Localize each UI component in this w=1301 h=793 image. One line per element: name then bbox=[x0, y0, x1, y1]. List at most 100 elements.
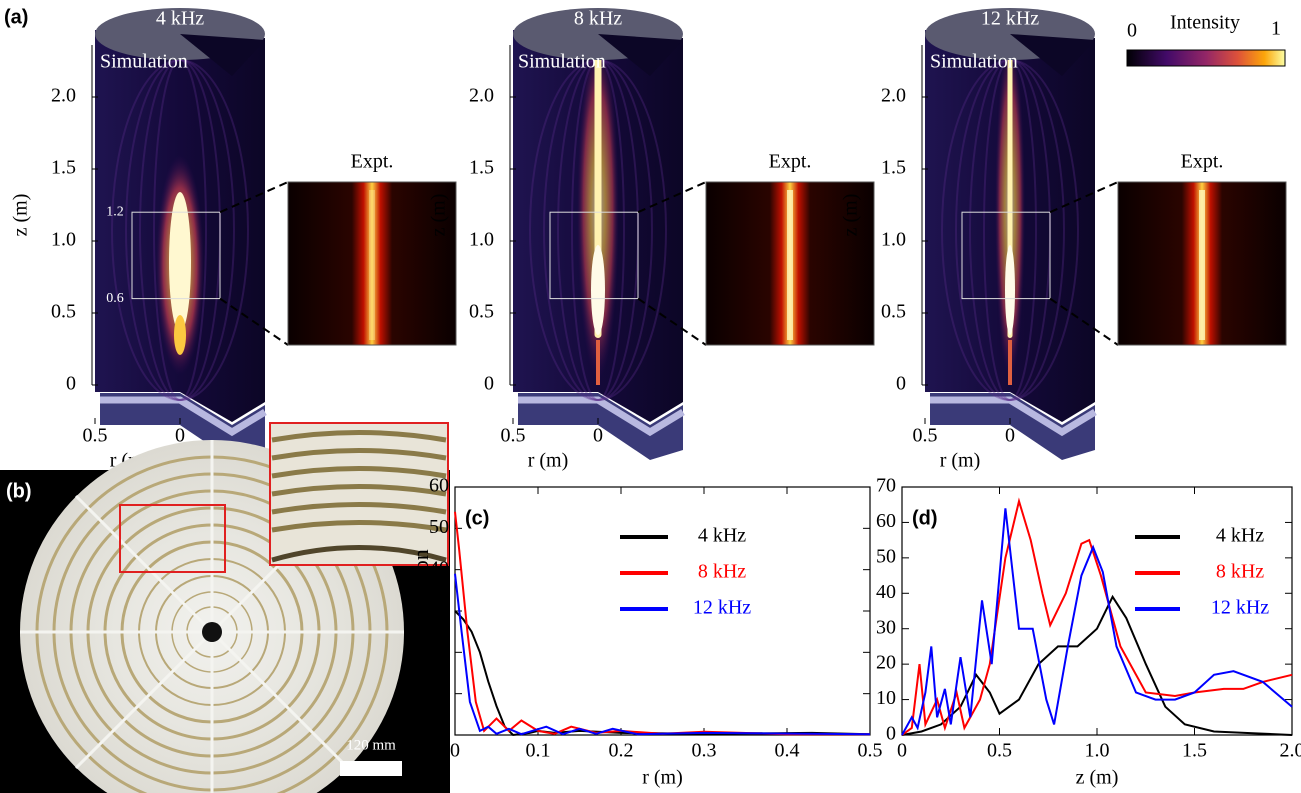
simulation-panel: 12 kHz Simulation 0 0.5 1.0 1.5 2.0 z (m) 0.5 0 r … bbox=[840, 8, 1287, 472]
frequency-label: 4 kHz bbox=[156, 8, 204, 30]
r-axis-label: r (m) bbox=[940, 450, 981, 472]
base-plate bbox=[518, 393, 683, 460]
x-tick-label: 0.5 bbox=[858, 740, 883, 762]
y-tick-label: 60 bbox=[429, 475, 449, 497]
z-tick-label: 0 bbox=[484, 373, 494, 395]
panel-b: 120 mm (b) bbox=[0, 422, 450, 793]
inset-rings bbox=[271, 430, 447, 563]
experiment-core bbox=[369, 190, 375, 340]
y-tick-label: 0 bbox=[439, 723, 449, 745]
experiment-label: Expt. bbox=[769, 151, 812, 173]
r-tick-label: 0 bbox=[593, 425, 603, 447]
zoom-connector bbox=[1049, 297, 1119, 346]
frequency-label: 12 kHz bbox=[981, 8, 1039, 30]
beam-tail bbox=[1008, 340, 1012, 385]
z-axis-label: z (m) bbox=[428, 194, 450, 237]
experiment-label: Expt. bbox=[351, 151, 394, 173]
y-tick-label: 0 bbox=[886, 723, 896, 745]
beam bbox=[169, 192, 191, 332]
simulation-label: Simulation bbox=[930, 51, 1018, 73]
panel-label: (a) bbox=[4, 6, 28, 28]
box-top-label: 1.2 bbox=[106, 204, 124, 219]
y-tick-label: 70 bbox=[876, 475, 896, 497]
experiment-core bbox=[1199, 190, 1205, 340]
zoom-inset bbox=[269, 422, 449, 566]
legend-label: 8 kHz bbox=[698, 561, 746, 583]
legend-label: 4 kHz bbox=[1216, 525, 1264, 547]
simulation-label: Simulation bbox=[100, 51, 188, 73]
r-tick-label: 0 bbox=[1005, 425, 1015, 447]
colorbar bbox=[1126, 49, 1286, 67]
r-tick-label: 0.5 bbox=[913, 425, 938, 447]
z-tick-label: 0 bbox=[896, 373, 906, 395]
x-axis-label: z (m) bbox=[1076, 767, 1119, 789]
data-line bbox=[454, 573, 871, 736]
y-tick-label: 40 bbox=[429, 557, 449, 579]
x-tick-label: 0.1 bbox=[526, 740, 551, 762]
zoom-box bbox=[131, 211, 221, 300]
panel-a: (a) 4 kHz Simulation 0 0.5 1.0 1.5 2.0 z (m) 0.5 0… bbox=[4, 6, 1287, 472]
beam-spot bbox=[591, 245, 605, 335]
base-plate-edge bbox=[100, 396, 267, 437]
beam-tail bbox=[596, 340, 600, 385]
cylinder-cut bbox=[1010, 34, 1095, 76]
z-tick-label: 2.0 bbox=[51, 85, 76, 107]
z-tick-label: 1.0 bbox=[881, 229, 906, 251]
zoom-box bbox=[119, 504, 226, 573]
y-tick-label: 40 bbox=[876, 581, 896, 603]
panel-label: (b) bbox=[6, 480, 32, 502]
y-axis-label: Amplification bbox=[408, 549, 433, 672]
x-tick-label: 0.3 bbox=[692, 740, 717, 762]
z-axis-label: z (m) bbox=[10, 194, 32, 237]
zoom-box bbox=[961, 211, 1051, 300]
simulation-panel: 8 kHz Simulation 0 0.5 1.0 1.5 2.0 z (m) 0.5 0 r (… bbox=[428, 8, 875, 472]
y-tick-label: 10 bbox=[429, 681, 449, 703]
y-tick-label: 20 bbox=[876, 652, 896, 674]
zoom-connector bbox=[637, 297, 707, 346]
x-tick-label: 2.0 bbox=[1280, 740, 1301, 762]
z-tick-label: 0.5 bbox=[469, 301, 494, 323]
legend-label: 4 kHz bbox=[698, 525, 746, 547]
experiment-frame bbox=[1117, 181, 1287, 346]
experiment-frame bbox=[705, 181, 875, 346]
x-tick-label: 0.4 bbox=[775, 740, 800, 762]
y-tick-label: 30 bbox=[429, 599, 449, 621]
lens-center bbox=[202, 622, 222, 642]
y-tick-label: 30 bbox=[876, 616, 896, 638]
experiment-core bbox=[787, 190, 793, 340]
z-axis-label: z (m) bbox=[840, 194, 862, 237]
legend-label: 8 kHz bbox=[1216, 561, 1264, 583]
r-tick-label: 0 bbox=[175, 425, 185, 447]
simulation-label: Simulation bbox=[518, 51, 606, 73]
experiment-frame bbox=[287, 181, 457, 346]
colorbar-title: Intensity bbox=[1170, 12, 1240, 34]
x-tick-label: 0.5 bbox=[987, 740, 1012, 762]
cylinder-cut bbox=[598, 34, 683, 76]
x-axis-label: r (m) bbox=[642, 767, 683, 789]
legend-label: 12 kHz bbox=[1211, 597, 1269, 619]
y-tick-label: 10 bbox=[876, 687, 896, 709]
box-bottom-label: 0.6 bbox=[106, 291, 124, 306]
colorbar-min: 0 bbox=[1127, 20, 1137, 42]
base-plate bbox=[930, 393, 1095, 460]
zoom-connector bbox=[219, 297, 289, 346]
experiment-image bbox=[288, 182, 456, 345]
panel-label: (d) bbox=[912, 507, 938, 529]
base-plate-edge bbox=[518, 396, 685, 437]
scale-bar bbox=[340, 761, 402, 776]
z-tick-label: 1.5 bbox=[881, 157, 906, 179]
beam-tail bbox=[174, 315, 186, 355]
y-tick-label: 50 bbox=[429, 516, 449, 538]
x-tick-label: 0.2 bbox=[609, 740, 634, 762]
data-line bbox=[901, 508, 1293, 736]
y-tick-label: 60 bbox=[876, 510, 896, 532]
y-tick-label: 50 bbox=[876, 545, 896, 567]
x-tick-label: 0 bbox=[897, 740, 907, 762]
z-tick-label: 2.0 bbox=[469, 85, 494, 107]
beam-spot bbox=[1005, 245, 1015, 335]
data-line bbox=[454, 511, 870, 736]
cylinder-cut bbox=[180, 34, 265, 76]
z-tick-label: 2.0 bbox=[881, 85, 906, 107]
